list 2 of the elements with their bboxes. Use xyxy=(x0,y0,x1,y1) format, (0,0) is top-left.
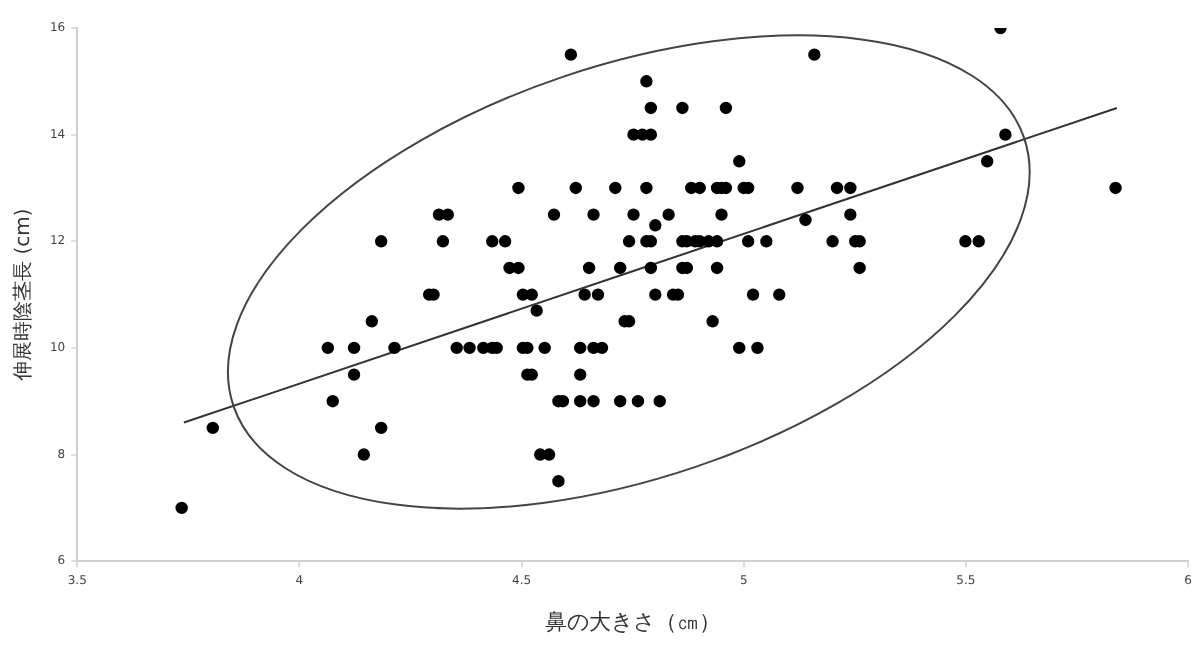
y-axis-title: 伸展時陰茎長 (cm) xyxy=(11,208,36,381)
x-axis-title: 鼻の大きさ（㎝） xyxy=(544,608,721,635)
